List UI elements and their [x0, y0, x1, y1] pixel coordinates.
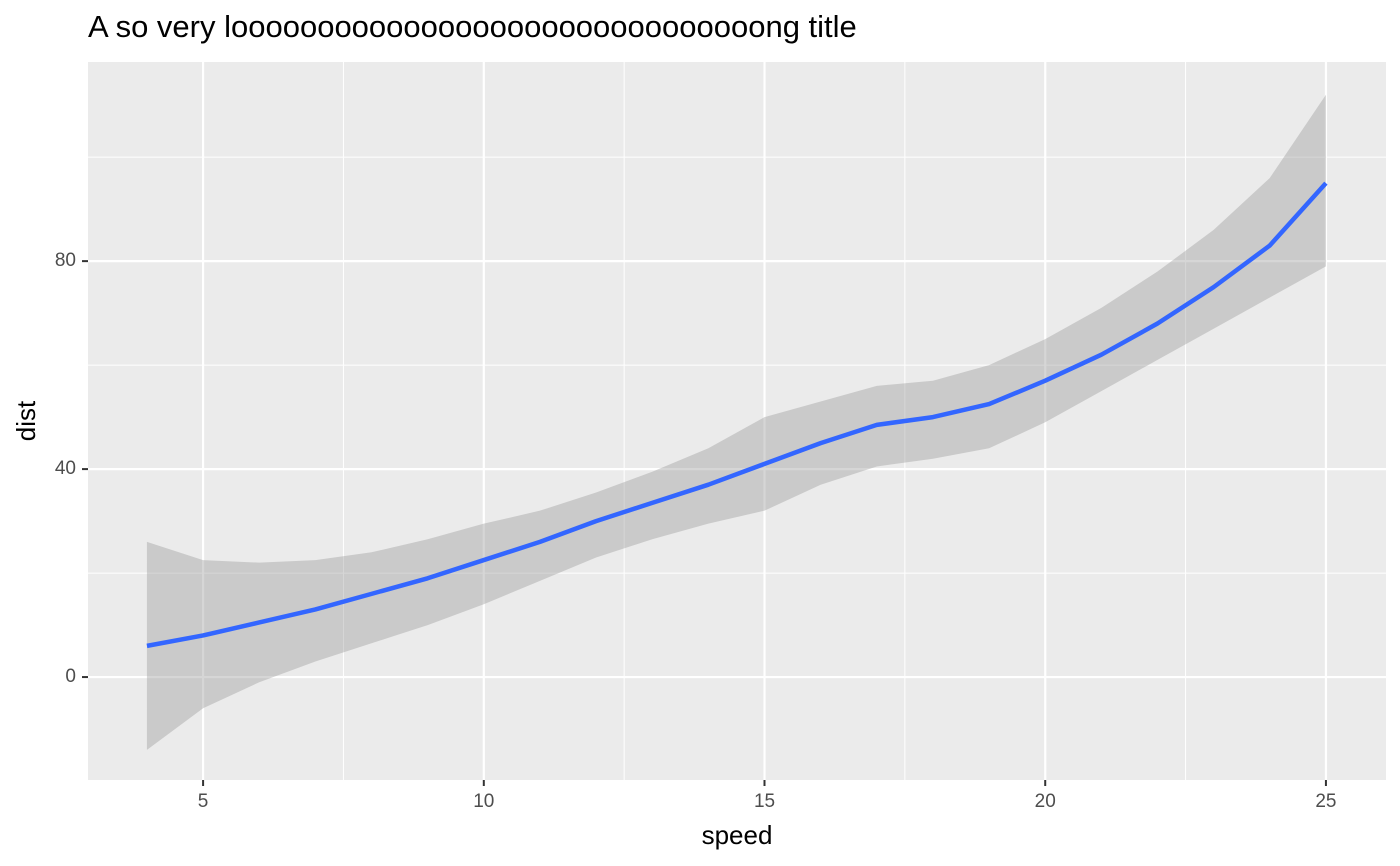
panel	[88, 62, 1386, 780]
chart-title: A so very looooooooooooooooooooooooooooo…	[88, 9, 857, 44]
x-axis-title: speed	[702, 820, 773, 850]
x-tick-label: 25	[1315, 791, 1336, 812]
x-tick-label: 20	[1035, 791, 1056, 812]
y-tick-label: 40	[55, 458, 76, 479]
smooth-line	[146, 181, 1328, 649]
confidence-band	[146, 94, 1326, 750]
y-tick-label: 80	[55, 250, 76, 271]
y-axis-title: dist	[11, 400, 41, 441]
y-tick-label: 0	[65, 666, 76, 687]
x-tick-label: 10	[473, 791, 494, 812]
x-tick-label: 5	[198, 791, 209, 812]
x-tick-label: 15	[754, 791, 775, 812]
